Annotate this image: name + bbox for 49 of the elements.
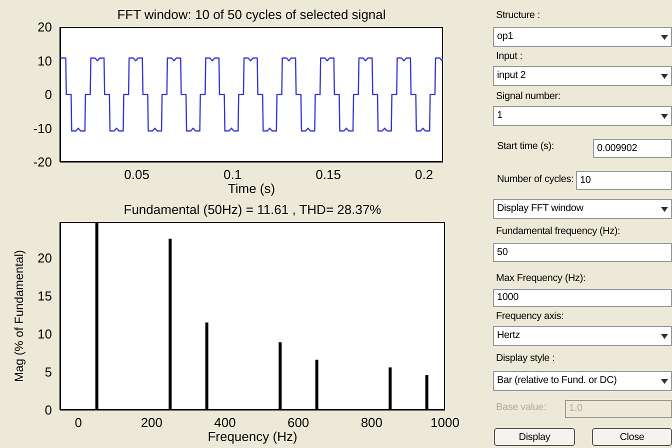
x-axis-title: Frequency (Hz)	[206, 429, 298, 444]
text: 0.009902	[597, 143, 638, 154]
text: Display	[494, 428, 575, 446]
text: 50	[497, 247, 508, 258]
y-tick-label: 10	[38, 326, 52, 342]
text: Display FFT window	[497, 203, 584, 214]
x-tick-label: 800	[360, 415, 383, 430]
x-tick-label: 400	[214, 415, 236, 430]
text: Display style :	[496, 353, 555, 364]
chart-title: FFT window: 10 of 50 cycles of selected signal	[116, 7, 387, 22]
chart-title: Fundamental (50Hz) = 11.61 , THD= 28.37%	[122, 202, 382, 217]
x-tick-label: 0.1	[224, 167, 242, 182]
text: Bar (relative to Fund. or DC)	[497, 375, 617, 386]
y-tick-label: 0	[44, 87, 52, 102]
y-tick-label: 10	[38, 53, 52, 68]
text: input 2	[497, 70, 526, 81]
x-tick-label: 0.05	[124, 167, 150, 182]
text: 1	[497, 110, 502, 121]
text: Signal number:	[496, 91, 560, 102]
text: Number of cycles:	[497, 174, 574, 185]
text: Hertz	[497, 330, 520, 341]
text: 1000	[497, 292, 518, 303]
x-tick-label: 0.15	[316, 167, 341, 182]
text: op1	[497, 31, 514, 42]
text: Input :	[496, 51, 522, 62]
line-series	[60, 57, 443, 132]
x-axis-title: Time (s)	[226, 181, 276, 196]
x-tick-label: 0	[74, 415, 82, 430]
text: 1.0	[569, 403, 582, 414]
text: 10	[580, 175, 591, 186]
x-tick-label: 200	[140, 415, 163, 430]
y-tick-label: 5	[44, 364, 52, 380]
text: Frequency axis:	[496, 311, 564, 322]
y-tick-label: 15	[38, 288, 52, 304]
x-tick-label: 1000	[430, 415, 460, 430]
y-tick-label: -10	[33, 120, 52, 136]
y-tick-label: 0	[44, 402, 52, 418]
text: Structure :	[496, 10, 540, 21]
x-tick-label: 0.2	[415, 167, 434, 182]
text: Base value:	[496, 402, 546, 413]
text: Max Frequency (Hz):	[496, 273, 586, 284]
x-tick-label: 600	[287, 415, 310, 430]
y-tick-label: 20	[38, 250, 52, 266]
text: Fundamental frequency (Hz):	[496, 226, 620, 237]
text: Close	[592, 428, 672, 446]
text: Start time (s):	[497, 141, 554, 152]
y-tick-label: 20	[38, 20, 52, 35]
y-tick-label: -20	[33, 154, 52, 170]
y-axis-title: Mag (% of Fundamental)	[12, 248, 27, 384]
